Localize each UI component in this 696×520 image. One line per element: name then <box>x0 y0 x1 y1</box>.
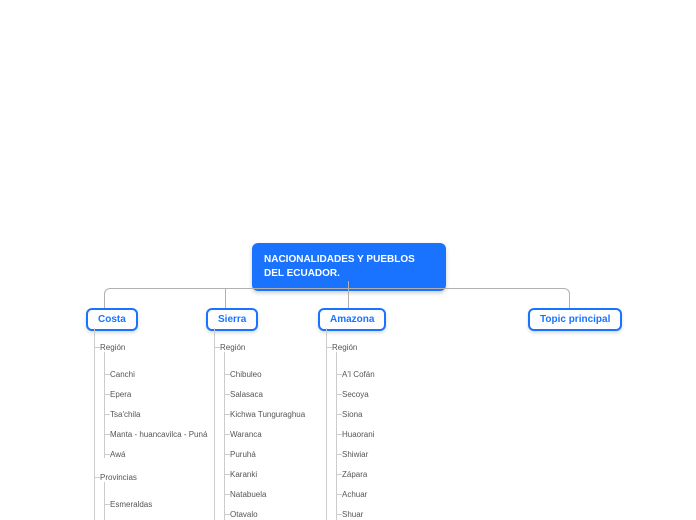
leaf-tick <box>224 374 230 375</box>
branch-node-amazona[interactable]: Amazona <box>318 308 386 331</box>
leaf-item: Waranca <box>230 430 262 439</box>
branch-label: Amazona <box>330 314 374 325</box>
leaf-tick <box>224 494 230 495</box>
leaf-item: Salasaca <box>230 390 263 399</box>
leaf-tick <box>224 414 230 415</box>
column-line <box>214 328 215 520</box>
group-label: Región <box>332 343 357 352</box>
group-label: Región <box>220 343 245 352</box>
leaf-item: Canchi <box>110 370 135 379</box>
leaf-item: Huaorani <box>342 430 374 439</box>
branch-node-topic[interactable]: Topic principal <box>528 308 622 331</box>
leaf-item: Shuar <box>342 510 363 519</box>
branch-label: Sierra <box>218 314 246 325</box>
branch-label: Costa <box>98 314 126 325</box>
leaf-item: Zápara <box>342 470 367 479</box>
leaf-tick <box>336 474 342 475</box>
group-line <box>104 352 105 458</box>
leaf-tick <box>224 514 230 515</box>
leaf-tick <box>336 434 342 435</box>
group-tick <box>214 347 220 348</box>
leaf-item: Awá <box>110 450 125 459</box>
leaf-tick <box>336 414 342 415</box>
leaf-tick <box>104 414 110 415</box>
leaf-tick <box>224 474 230 475</box>
group-label: Provincias <box>100 473 137 482</box>
leaf-tick <box>336 494 342 495</box>
leaf-item: Achuar <box>342 490 367 499</box>
leaf-tick <box>104 504 110 505</box>
leaf-tick <box>224 454 230 455</box>
connector-drop <box>225 288 226 308</box>
leaf-item: Esmeraldas <box>110 500 152 509</box>
leaf-item: Otavalo <box>230 510 258 519</box>
leaf-tick <box>104 434 110 435</box>
leaf-tick <box>336 394 342 395</box>
connector-drop <box>348 288 349 308</box>
leaf-item: Tsa'chila <box>110 410 140 419</box>
leaf-tick <box>104 374 110 375</box>
leaf-tick <box>104 394 110 395</box>
connector-bracket <box>104 288 570 308</box>
leaf-tick <box>336 514 342 515</box>
leaf-item: Epera <box>110 390 131 399</box>
leaf-tick <box>224 434 230 435</box>
root-title-line1: NACIONALIDADES Y PUEBLOS <box>264 253 434 267</box>
group-line <box>104 482 105 520</box>
leaf-item: Secoya <box>342 390 369 399</box>
group-label: Región <box>100 343 125 352</box>
leaf-item: Siona <box>342 410 362 419</box>
leaf-tick <box>336 374 342 375</box>
leaf-item: Natabuela <box>230 490 266 499</box>
group-tick <box>326 347 332 348</box>
group-tick <box>94 477 100 478</box>
leaf-item: Karanki <box>230 470 257 479</box>
leaf-item: Manta - huancavilca - Puná <box>110 430 207 439</box>
leaf-item: A'I Cofán <box>342 370 375 379</box>
leaf-item: Chibuleo <box>230 370 262 379</box>
leaf-item: Puruhá <box>230 450 256 459</box>
group-tick <box>94 347 100 348</box>
column-line <box>94 328 95 520</box>
leaf-item: Shiwiar <box>342 450 368 459</box>
leaf-item: Kichwa Tunguraghua <box>230 410 305 419</box>
leaf-tick <box>104 454 110 455</box>
root-title-line2: DEL ECUADOR. <box>264 267 434 281</box>
root-node[interactable]: NACIONALIDADES Y PUEBLOSDEL ECUADOR. <box>252 243 446 291</box>
column-line <box>326 328 327 520</box>
leaf-tick <box>336 454 342 455</box>
branch-label: Topic principal <box>540 314 610 325</box>
leaf-tick <box>224 394 230 395</box>
